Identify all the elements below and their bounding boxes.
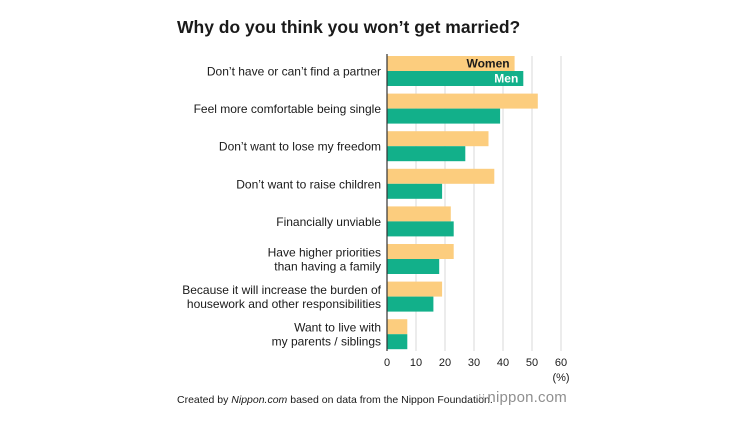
source-note: Created by Nippon.com based on data from… [177, 394, 493, 406]
x-tick-label: 60 [555, 357, 567, 369]
bar-women [387, 168, 495, 184]
source-suffix: based on data from the Nippon Foundation… [287, 394, 493, 406]
bar-men [387, 296, 434, 312]
x-tick-label: 0 [384, 357, 390, 369]
bar-women [387, 281, 443, 297]
chart-title: Why do you think you won’t get married? [177, 17, 521, 37]
category-label: than having a family [274, 260, 381, 274]
x-unit-label: (%) [552, 372, 569, 384]
bar-women [387, 56, 515, 71]
bar-men [387, 259, 440, 274]
category-label: Don’t have or can’t find a partner [207, 65, 381, 79]
bar-men [387, 71, 524, 86]
source-site: Nippon.com [231, 394, 288, 406]
bar-men [387, 221, 454, 237]
bar-women [387, 131, 489, 147]
x-tick-label: 20 [439, 357, 451, 369]
category-label: Don’t want to lose my freedom [219, 140, 381, 154]
bar-women [387, 93, 538, 109]
bar-women [387, 319, 408, 335]
nippon-logo: ⁝⁝ nippon.com [478, 389, 567, 406]
legend-men: Men [494, 72, 518, 86]
logo-dots-icon: ⁝⁝ [478, 392, 486, 404]
category-label: Because it will increase the burden of [182, 283, 381, 297]
category-label: Financially unviable [276, 215, 381, 229]
bar-men [387, 183, 443, 199]
bar-women [387, 206, 451, 222]
bar-men [387, 334, 408, 350]
bar-men [387, 146, 466, 162]
source-prefix: Created by [177, 394, 232, 406]
category-label: Want to live with [294, 321, 381, 335]
bar-women [387, 244, 454, 259]
category-label: housework and other responsibilities [187, 297, 381, 311]
category-label: Feel more comfortable being single [194, 102, 382, 116]
logo-text: nippon.com [487, 389, 567, 406]
legend-women: Women [466, 57, 509, 71]
x-tick-label: 40 [497, 357, 509, 369]
x-tick-label: 30 [468, 357, 480, 369]
x-tick-label: 50 [526, 357, 538, 369]
category-label: Don’t want to raise children [236, 177, 381, 191]
category-label: Have higher priorities [268, 246, 381, 260]
x-tick-label: 10 [410, 357, 422, 369]
category-label: my parents / siblings [272, 335, 381, 349]
bar-men [387, 108, 501, 124]
